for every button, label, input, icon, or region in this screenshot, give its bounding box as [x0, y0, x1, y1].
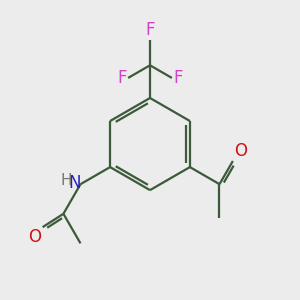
Text: N: N: [69, 174, 81, 192]
Text: F: F: [117, 69, 127, 87]
Text: O: O: [234, 142, 247, 160]
Text: O: O: [28, 228, 41, 246]
Text: F: F: [145, 21, 155, 39]
Text: F: F: [173, 69, 183, 87]
Text: H: H: [60, 172, 72, 188]
